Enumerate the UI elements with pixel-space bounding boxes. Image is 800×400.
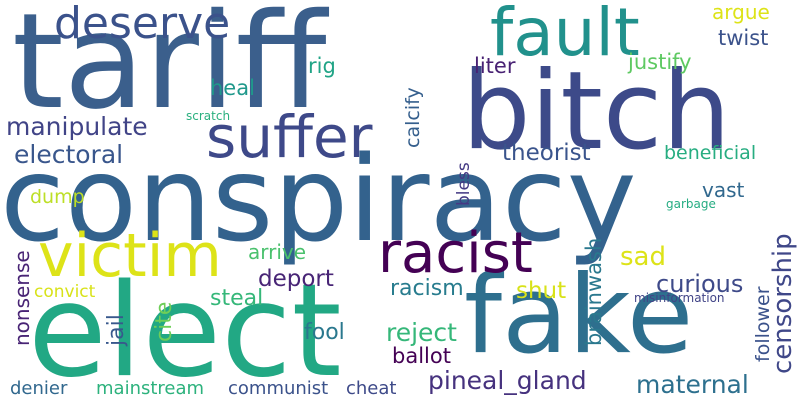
word-follower: follower bbox=[752, 286, 774, 362]
word-deserve: deserve bbox=[54, 0, 231, 49]
word-suffer: suffer bbox=[206, 103, 373, 171]
word-rig: rig bbox=[308, 54, 336, 78]
word-denier: denier bbox=[10, 378, 68, 399]
word-liter: liter bbox=[474, 54, 516, 78]
word-vast: vast bbox=[702, 178, 745, 202]
word-jail: jail bbox=[104, 314, 129, 346]
word-racism: racism bbox=[390, 276, 464, 301]
word-justify: justify bbox=[628, 50, 692, 74]
word-victim: victim bbox=[38, 221, 222, 291]
word-fool: fool bbox=[304, 320, 345, 345]
word-nonsense: nonsense bbox=[10, 250, 34, 346]
word-manipulate: manipulate bbox=[6, 112, 148, 141]
word-bless: bless bbox=[454, 162, 474, 206]
word-theorist: theorist bbox=[502, 140, 591, 166]
word-reject: reject bbox=[386, 318, 457, 347]
word-elect: elect bbox=[28, 257, 342, 400]
word-mainstream: mainstream bbox=[96, 378, 205, 399]
word-cite: cite bbox=[152, 301, 177, 342]
word-twist: twist bbox=[718, 26, 769, 50]
word-ballot: ballot bbox=[392, 344, 451, 368]
word-shut: shut bbox=[516, 278, 567, 304]
word-racist: racist bbox=[378, 221, 533, 286]
word-dump: dump bbox=[30, 186, 85, 208]
word-pineal: pineal_gland bbox=[428, 366, 587, 395]
word-fault: fault bbox=[490, 0, 640, 71]
word-curious: curious bbox=[656, 270, 744, 298]
word-steal: steal bbox=[210, 286, 264, 311]
word-cheat: cheat bbox=[346, 378, 397, 399]
word-scratch: scratch bbox=[186, 109, 231, 123]
word-bitch: bitch bbox=[462, 49, 731, 174]
word-misinformation: misinformation bbox=[634, 291, 725, 305]
word-conspiracy: conspiracy bbox=[0, 130, 637, 268]
word-heal: heal bbox=[210, 76, 255, 100]
word-calcify: calcify bbox=[402, 87, 424, 148]
word-arrive: arrive bbox=[248, 240, 307, 264]
word-convict: convict bbox=[34, 282, 96, 302]
word-maternal: maternal bbox=[636, 370, 749, 399]
word-fake: fake bbox=[464, 253, 694, 378]
word-electoral: electoral bbox=[14, 140, 124, 169]
word-communist: communist bbox=[228, 378, 329, 399]
word-sad: sad bbox=[620, 242, 666, 272]
word-brainwash: brainwash bbox=[582, 237, 606, 346]
word-argue: argue bbox=[712, 0, 770, 24]
word-deport: deport bbox=[258, 266, 334, 292]
word-beneficial: beneficial bbox=[664, 142, 757, 164]
word-tariff: tariff bbox=[12, 0, 327, 139]
word-garbage: garbage bbox=[666, 197, 716, 211]
